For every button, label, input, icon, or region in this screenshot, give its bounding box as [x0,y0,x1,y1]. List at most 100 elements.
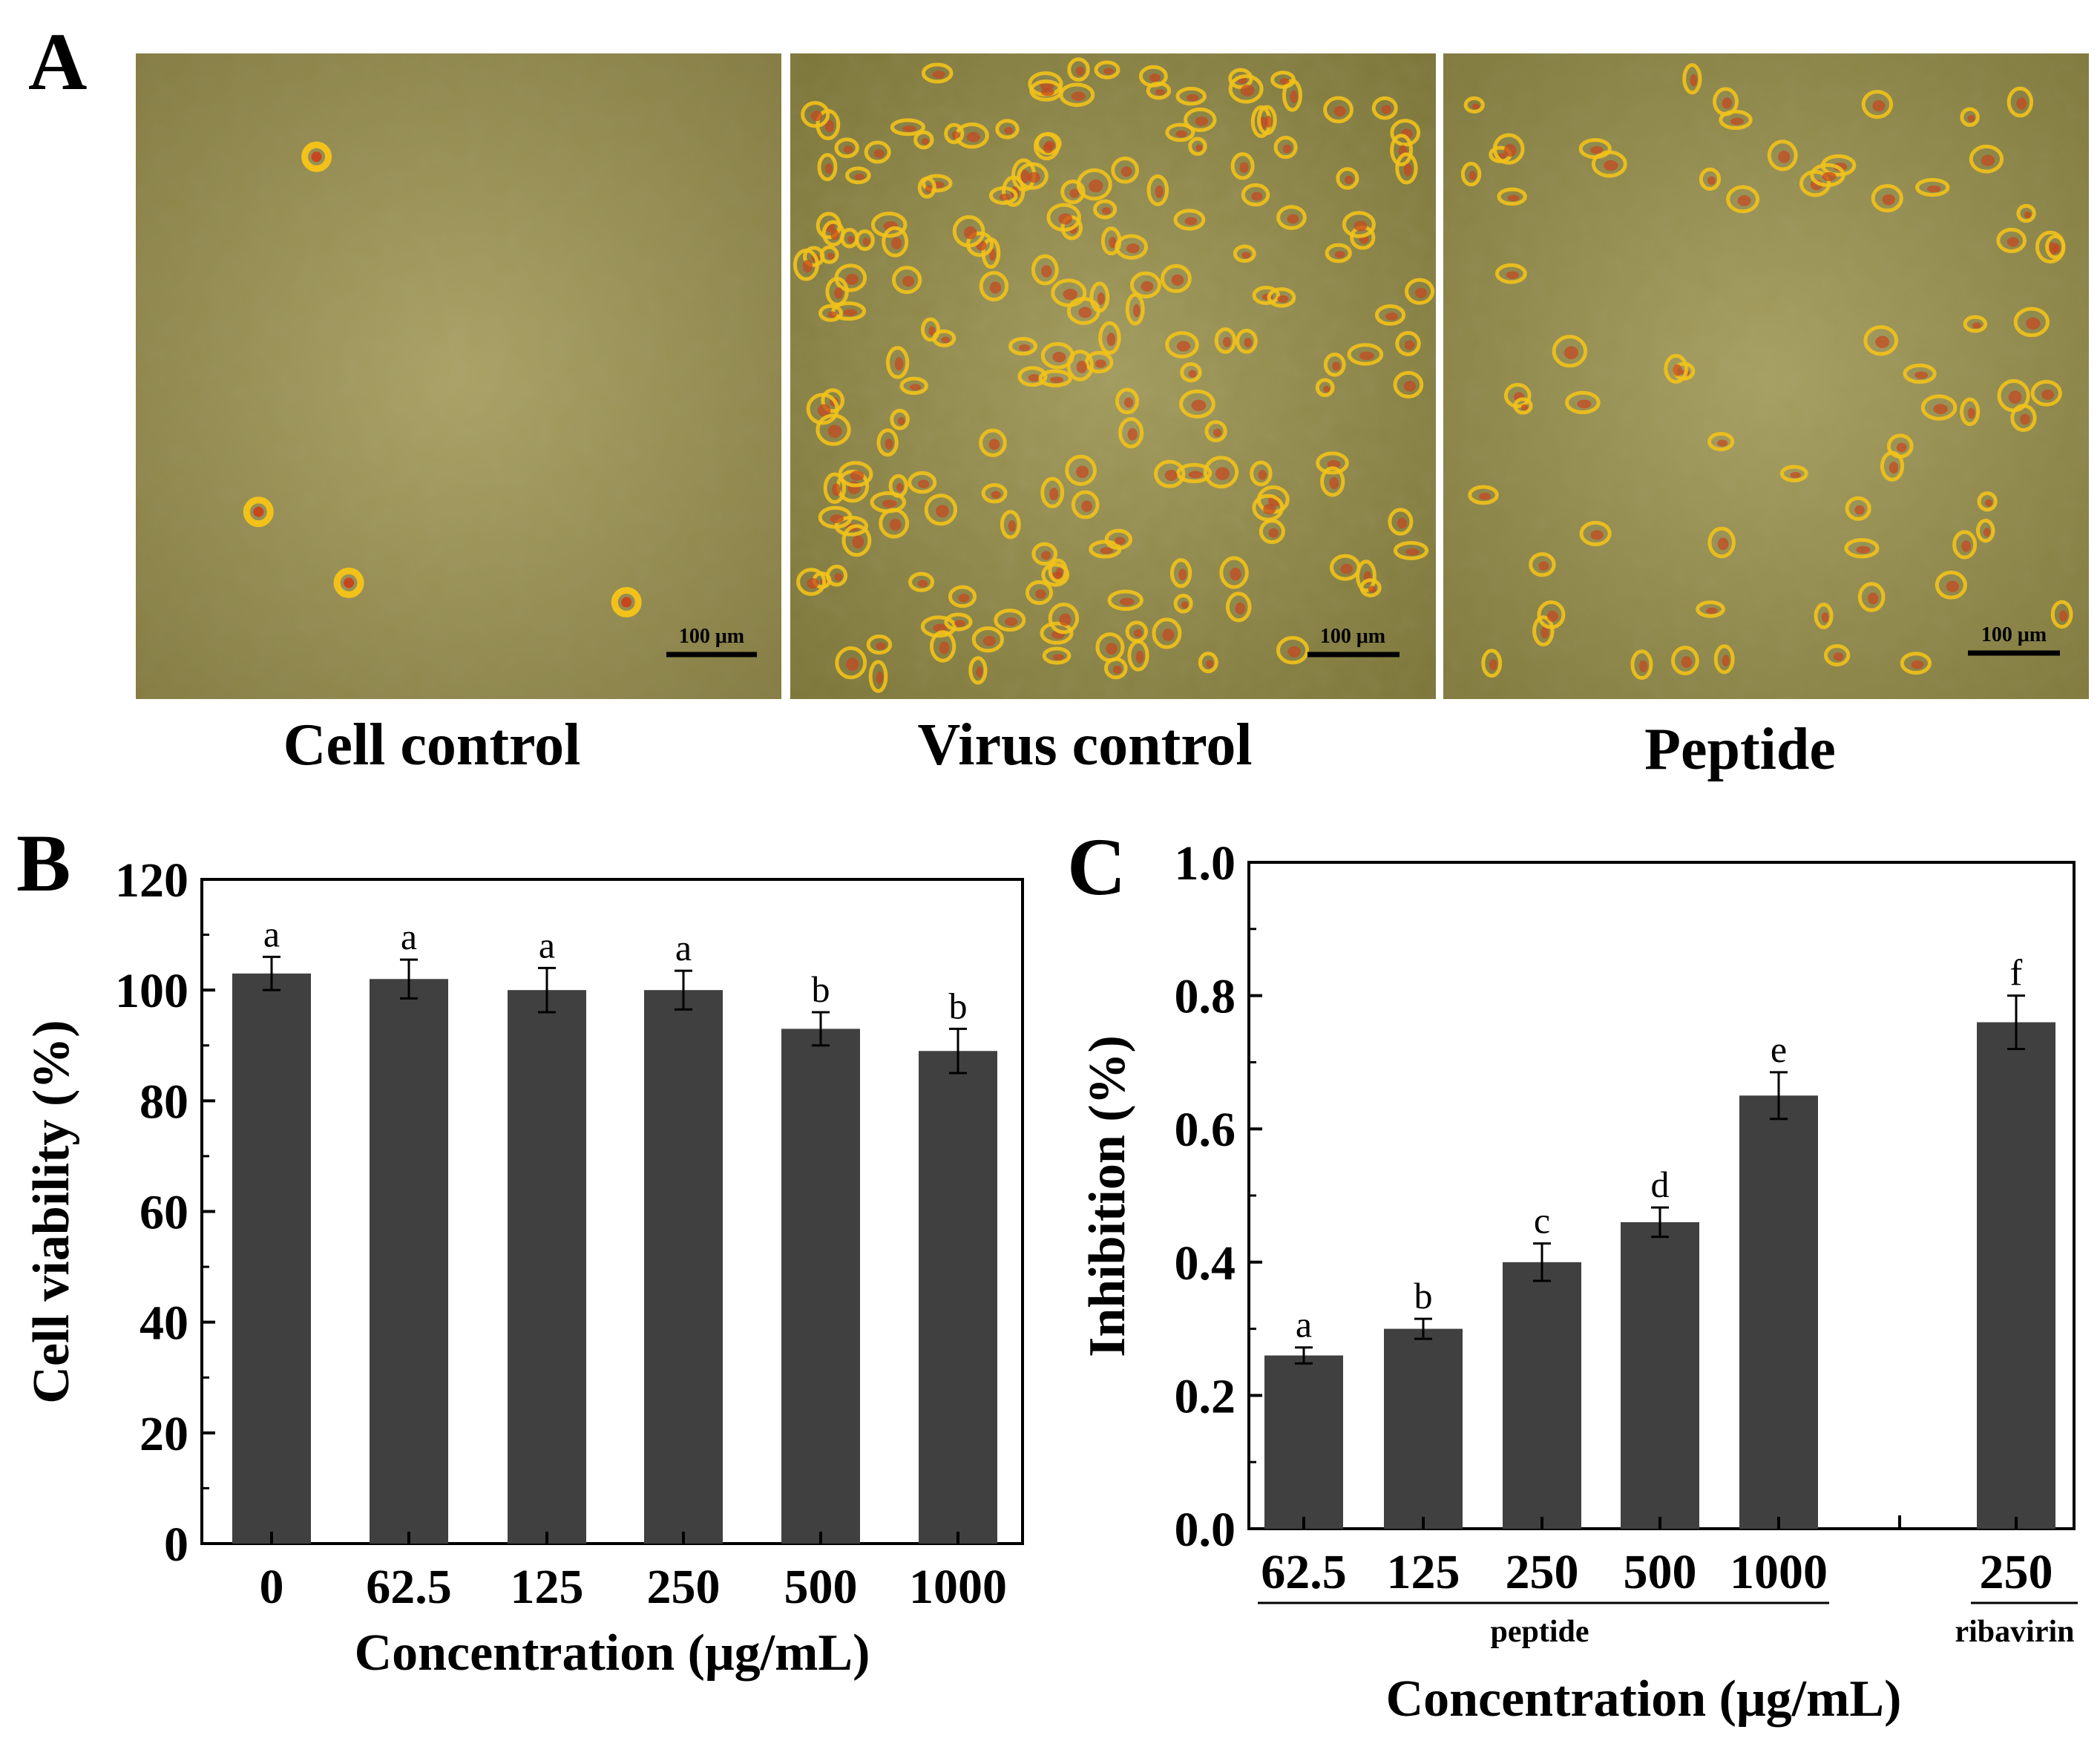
cell-blob [1219,556,1249,589]
cell-blob-core [1821,612,1829,623]
cell-blob [1152,617,1182,649]
cell-blob [968,656,988,685]
cell-blob-core [845,273,859,285]
cell-blob-core [1914,371,1929,379]
cell-blob [1393,370,1424,399]
cell-blob-core [891,237,902,250]
cell-blob [2030,379,2062,407]
scale-bar-label: 100 μm [679,625,744,648]
cell-blob-core [1134,629,1143,637]
micrograph-caption-peptide: Peptide [1644,717,1836,782]
cell-blob-core [1353,220,1368,232]
cell-blob-core [1946,580,1959,592]
micrograph-caption-virus-control: Virus control [917,712,1252,778]
x-tick-label: 250 [1506,1545,1579,1599]
x-tick-label: 0 [260,1560,284,1614]
cell-blob [1084,350,1114,374]
cell-blob [1356,560,1377,593]
cell-blob-core [1135,650,1144,663]
cell-blob-core [1043,142,1054,154]
cell-blob-core [910,384,922,391]
cell-blob-core [1184,217,1198,226]
cell-blob-core [1239,162,1249,174]
cell-blob [1065,454,1097,486]
y-tick-label: 0 [164,1518,188,1572]
cell-blob [1008,337,1038,356]
cell-blob [821,388,844,413]
cell-blob-core [1604,160,1618,171]
cell-blob-core [1287,646,1301,658]
cell-blob [1492,133,1525,165]
cell-blob-core [1041,265,1052,278]
cell-blob [1098,321,1121,355]
cell-blob [1115,387,1140,415]
cell-blob [834,137,859,159]
cell-blob [819,245,839,264]
cell-blob [1025,580,1054,606]
cell-blob [1095,632,1125,663]
cell-blob-core [1471,103,1480,110]
cell-blob-core [954,620,965,627]
cell-blob [1347,343,1384,366]
cell-blob-core [1188,470,1203,479]
cell-blob [913,130,934,150]
scale-bar-label: 100 μm [1320,625,1385,648]
cell-blob-core [1681,656,1693,668]
cell-blob [1076,168,1112,201]
cell-blob [1184,107,1217,132]
y-tick-label: 40 [140,1296,188,1351]
cell-blob [1886,433,1914,459]
micrograph-vignette [1443,53,2089,699]
cell-blob [920,615,957,638]
cell-blob-core [1178,568,1187,581]
cell-blob [825,276,849,306]
cell-blob [1040,476,1065,508]
cell-blob-core [1222,337,1231,347]
cell-blob [1823,644,1851,667]
cell-blob-core [1911,660,1924,669]
cell-blob [1176,462,1213,484]
cell-blob-core [876,671,884,685]
cell-blob-core [847,235,855,243]
cell-blob [1067,57,1090,82]
cell-blob [1578,138,1612,160]
cell-blob-core [1717,537,1729,551]
cell-blob [2045,234,2066,260]
cell-blob [1316,451,1349,475]
cell-blob-core [1115,537,1126,545]
y-tick-label: 80 [140,1075,188,1129]
cell-blob [1468,485,1499,505]
cell-blob-core [827,252,835,260]
cell-blob [1188,137,1207,157]
cell-blob-core [1251,191,1263,201]
cell-blob [1276,635,1310,665]
cell-blob [1315,378,1335,398]
cell-blob-core [1722,655,1730,667]
cell-blob [1960,107,1980,127]
cell-blob-core [830,229,839,240]
cell-blob [1046,203,1082,232]
cell-blob [1900,652,1932,675]
cell-blob-core [1081,500,1093,512]
cell-blob-core [1489,659,1497,671]
cell-blob-core [1109,237,1117,249]
cell-blob [1257,105,1277,136]
cell-blob [1529,552,1556,577]
cell-blob-core [988,439,1000,450]
cell-blob-core [1778,151,1791,163]
cell-blob-core [1340,563,1353,574]
cell-blob [1996,227,2027,254]
cell-blob [1146,174,1169,206]
cell-blob [932,329,957,348]
cell-blob-core [1985,499,1993,507]
bar [1264,1355,1343,1529]
bar [1621,1221,1699,1529]
cell-blob [944,122,965,145]
cell-blob [835,646,867,680]
cell-blob-core [1076,465,1089,479]
cell-blob [1161,263,1192,293]
cell-blob [1325,243,1352,263]
y-tick-label: 60 [140,1186,188,1240]
cell-blob [1960,397,1981,427]
cell-blob [1048,558,1068,583]
